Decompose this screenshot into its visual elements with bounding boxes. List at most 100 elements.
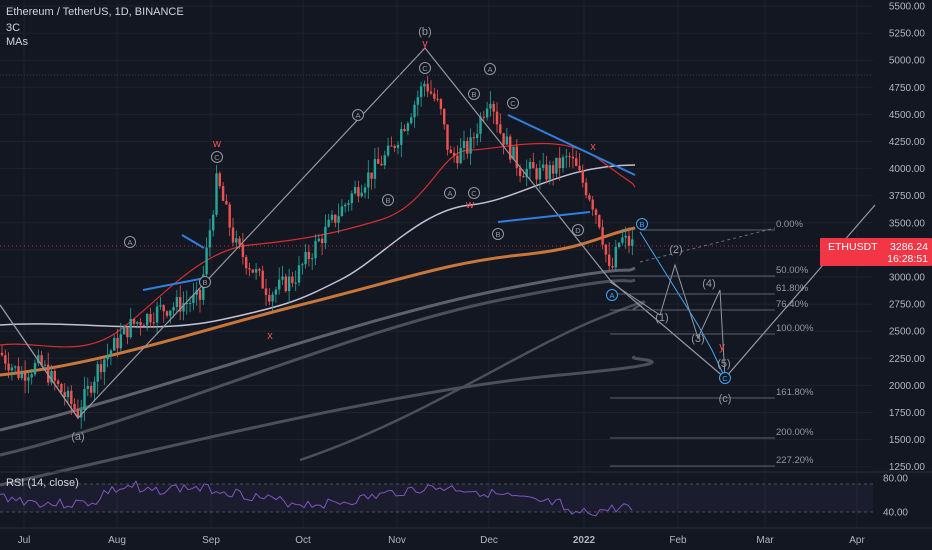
candle [604, 243, 608, 263]
candle [245, 254, 248, 275]
candle [10, 363, 14, 381]
circled-label-A: A [606, 289, 618, 301]
circled-label-A: A [352, 109, 364, 121]
candle [89, 381, 93, 398]
candle [472, 132, 476, 149]
candle [598, 214, 601, 230]
ma-gray-4 [299, 300, 646, 462]
time-tick: Apr [849, 535, 865, 546]
svg-text:D: D [575, 226, 581, 235]
circled-label-C: C [419, 62, 431, 74]
price-tick: 1250.00 [889, 462, 926, 473]
candle [205, 237, 208, 281]
svg-text:B: B [495, 230, 500, 239]
circled-label-B: B [199, 276, 211, 288]
candle [73, 398, 76, 413]
last-price-symbol: ETHUSDT [828, 241, 878, 253]
candle [221, 182, 225, 202]
candle [27, 371, 30, 394]
candle [320, 233, 324, 256]
candlesticks [0, 75, 634, 429]
fib-label: 76.40% [776, 299, 809, 310]
candle [347, 199, 350, 212]
candle [23, 360, 27, 394]
candle [93, 376, 96, 402]
candle [126, 326, 129, 345]
price-tick: 5250.00 [889, 29, 926, 40]
candle [83, 376, 86, 422]
candle [393, 144, 396, 153]
candle [291, 271, 294, 288]
candle [251, 269, 254, 274]
candle [525, 159, 528, 187]
candle [584, 177, 588, 199]
candle [297, 256, 301, 287]
candle [30, 368, 33, 385]
candle [538, 160, 542, 190]
candle [20, 366, 23, 381]
candle [311, 253, 314, 270]
candle [608, 242, 611, 272]
rsi-line [0, 480, 633, 517]
svg-text:A: A [447, 189, 452, 198]
candle [268, 287, 271, 306]
time-tick: Feb [669, 535, 687, 546]
label-w-1: w [212, 138, 221, 150]
svg-text:C: C [422, 64, 428, 73]
fibonacci-levels: 0.00% 50.00% 61.80% 76.40% 100.00% 161.80% 200… [610, 219, 814, 467]
candle [426, 75, 429, 98]
dashed-extension [639, 227, 776, 263]
candle [334, 214, 337, 228]
candle [459, 138, 462, 165]
candle [380, 155, 383, 167]
candle [462, 130, 466, 161]
circled-label-C: C [468, 187, 480, 199]
time-tick: 2022 [573, 535, 596, 546]
candle [617, 241, 621, 249]
candle [443, 108, 446, 130]
candle [624, 226, 627, 249]
label-wave-a: (a) [71, 431, 84, 443]
candle [631, 227, 634, 256]
candle [225, 194, 228, 205]
candle [106, 343, 109, 368]
blue-trendline-3 [507, 114, 636, 176]
candle [357, 180, 360, 203]
candle [116, 328, 119, 358]
candle [324, 214, 327, 249]
last-price-tag[interactable]: ETHUSDT 3286.24 16:28:51 [820, 238, 932, 266]
fib-label: 161.80% [776, 387, 814, 398]
label-w3: (3) [691, 333, 704, 345]
price-tick: 3000.00 [889, 273, 926, 284]
candle [149, 307, 152, 328]
fib-label: 227.20% [776, 455, 814, 466]
svg-text:B: B [639, 220, 644, 229]
candle [330, 210, 334, 224]
candle [53, 365, 56, 391]
countdown: 16:28:51 [887, 253, 928, 265]
circled-label-B: B [636, 218, 648, 230]
candle [235, 230, 238, 248]
candle [278, 267, 281, 295]
candle [565, 148, 568, 168]
circled-label-C: C [211, 151, 223, 163]
candle [396, 141, 400, 155]
price-tick: 4250.00 [889, 137, 926, 148]
indicator-mas: MAs [6, 36, 29, 48]
blue-trendline-1 [142, 277, 206, 291]
svg-text:A: A [609, 291, 614, 300]
svg-text:B: B [385, 196, 390, 205]
label-x-1: x [267, 330, 273, 342]
candle [281, 265, 284, 286]
candle [456, 145, 459, 169]
circled-wave-labels: A B C A B C A B C A C B D B A C [124, 62, 731, 384]
candle [179, 285, 182, 321]
candle [561, 154, 565, 173]
price-tick: 1500.00 [889, 435, 926, 446]
candle [33, 359, 37, 377]
candle [568, 152, 571, 168]
svg-text:A: A [355, 111, 360, 120]
candle [17, 357, 20, 381]
candle [532, 152, 535, 169]
